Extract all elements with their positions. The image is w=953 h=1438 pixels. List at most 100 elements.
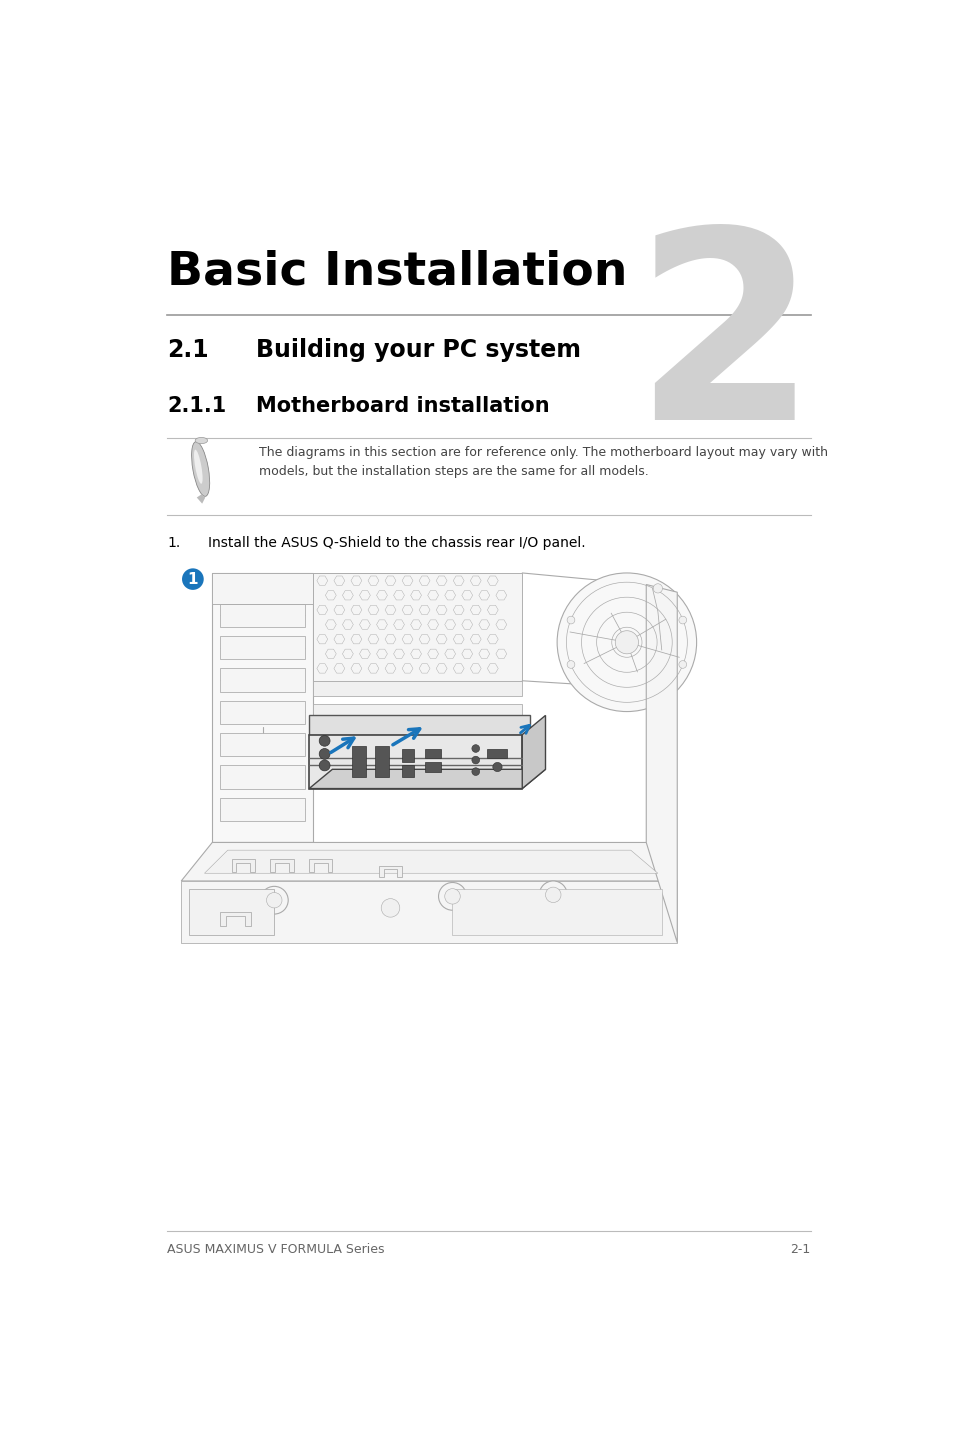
Polygon shape — [233, 588, 262, 600]
Polygon shape — [470, 634, 480, 644]
Circle shape — [260, 886, 288, 915]
Polygon shape — [352, 746, 365, 777]
Polygon shape — [410, 649, 421, 659]
Circle shape — [472, 745, 479, 752]
Polygon shape — [212, 572, 313, 843]
Circle shape — [493, 762, 501, 772]
Circle shape — [653, 584, 661, 592]
Polygon shape — [385, 634, 395, 644]
Polygon shape — [385, 664, 395, 673]
Polygon shape — [220, 700, 305, 723]
Polygon shape — [309, 716, 530, 735]
Polygon shape — [351, 664, 361, 673]
Polygon shape — [334, 605, 344, 614]
Polygon shape — [220, 604, 305, 627]
Text: 2-1: 2-1 — [789, 1242, 810, 1255]
Polygon shape — [385, 577, 395, 585]
Polygon shape — [645, 584, 677, 942]
Polygon shape — [316, 664, 328, 673]
Circle shape — [319, 761, 330, 771]
Text: 1: 1 — [188, 572, 198, 587]
Circle shape — [381, 899, 399, 917]
Polygon shape — [220, 912, 251, 926]
Circle shape — [319, 749, 330, 759]
Polygon shape — [220, 669, 305, 692]
Polygon shape — [376, 620, 387, 630]
Polygon shape — [418, 664, 430, 673]
Polygon shape — [402, 749, 414, 762]
Polygon shape — [212, 572, 406, 592]
Polygon shape — [496, 649, 506, 659]
Polygon shape — [351, 605, 361, 614]
Polygon shape — [309, 735, 521, 788]
Polygon shape — [313, 703, 521, 716]
Polygon shape — [418, 577, 430, 585]
Polygon shape — [351, 577, 361, 585]
Polygon shape — [325, 649, 335, 659]
Polygon shape — [394, 591, 404, 600]
Circle shape — [545, 887, 560, 903]
Polygon shape — [436, 577, 447, 585]
Polygon shape — [487, 605, 497, 614]
Polygon shape — [368, 634, 378, 644]
Text: 2.1: 2.1 — [167, 338, 209, 362]
Polygon shape — [487, 634, 497, 644]
Circle shape — [615, 631, 638, 654]
Polygon shape — [444, 591, 456, 600]
Polygon shape — [342, 620, 353, 630]
Polygon shape — [418, 605, 430, 614]
Polygon shape — [359, 620, 370, 630]
Polygon shape — [496, 591, 506, 600]
Polygon shape — [487, 664, 497, 673]
Polygon shape — [342, 591, 353, 600]
Circle shape — [266, 893, 282, 907]
Polygon shape — [521, 716, 545, 788]
Polygon shape — [316, 605, 328, 614]
Polygon shape — [376, 591, 387, 600]
Text: Install the ASUS Q-Shield to the chassis rear I/O panel.: Install the ASUS Q-Shield to the chassis… — [208, 536, 584, 549]
Polygon shape — [444, 649, 456, 659]
Polygon shape — [444, 620, 456, 630]
Polygon shape — [402, 605, 413, 614]
Circle shape — [538, 881, 567, 909]
Polygon shape — [316, 577, 328, 585]
Polygon shape — [487, 749, 506, 758]
Polygon shape — [425, 762, 440, 772]
Circle shape — [182, 568, 204, 590]
Polygon shape — [461, 620, 472, 630]
Polygon shape — [418, 634, 430, 644]
Polygon shape — [436, 605, 447, 614]
Circle shape — [557, 572, 696, 712]
Text: Building your PC system: Building your PC system — [256, 338, 580, 362]
Text: models, but the installation steps are the same for all models.: models, but the installation steps are t… — [258, 464, 648, 479]
Polygon shape — [487, 577, 497, 585]
Polygon shape — [220, 765, 305, 788]
Circle shape — [444, 889, 459, 905]
Polygon shape — [368, 577, 378, 585]
Polygon shape — [220, 636, 305, 659]
Polygon shape — [410, 591, 421, 600]
Polygon shape — [427, 649, 438, 659]
Ellipse shape — [193, 450, 202, 483]
Circle shape — [566, 617, 575, 624]
Polygon shape — [452, 889, 661, 935]
Polygon shape — [478, 591, 489, 600]
Polygon shape — [436, 634, 447, 644]
Polygon shape — [342, 649, 353, 659]
Polygon shape — [204, 850, 658, 873]
Polygon shape — [478, 620, 489, 630]
Polygon shape — [266, 588, 305, 597]
Polygon shape — [181, 881, 677, 942]
Polygon shape — [325, 620, 335, 630]
Polygon shape — [368, 605, 378, 614]
Polygon shape — [376, 649, 387, 659]
Circle shape — [679, 660, 686, 669]
Ellipse shape — [195, 437, 208, 443]
Polygon shape — [478, 649, 489, 659]
Polygon shape — [402, 664, 413, 673]
Polygon shape — [334, 634, 344, 644]
Polygon shape — [359, 591, 370, 600]
Polygon shape — [359, 649, 370, 659]
Polygon shape — [394, 620, 404, 630]
Text: Motherboard installation: Motherboard installation — [256, 395, 550, 416]
